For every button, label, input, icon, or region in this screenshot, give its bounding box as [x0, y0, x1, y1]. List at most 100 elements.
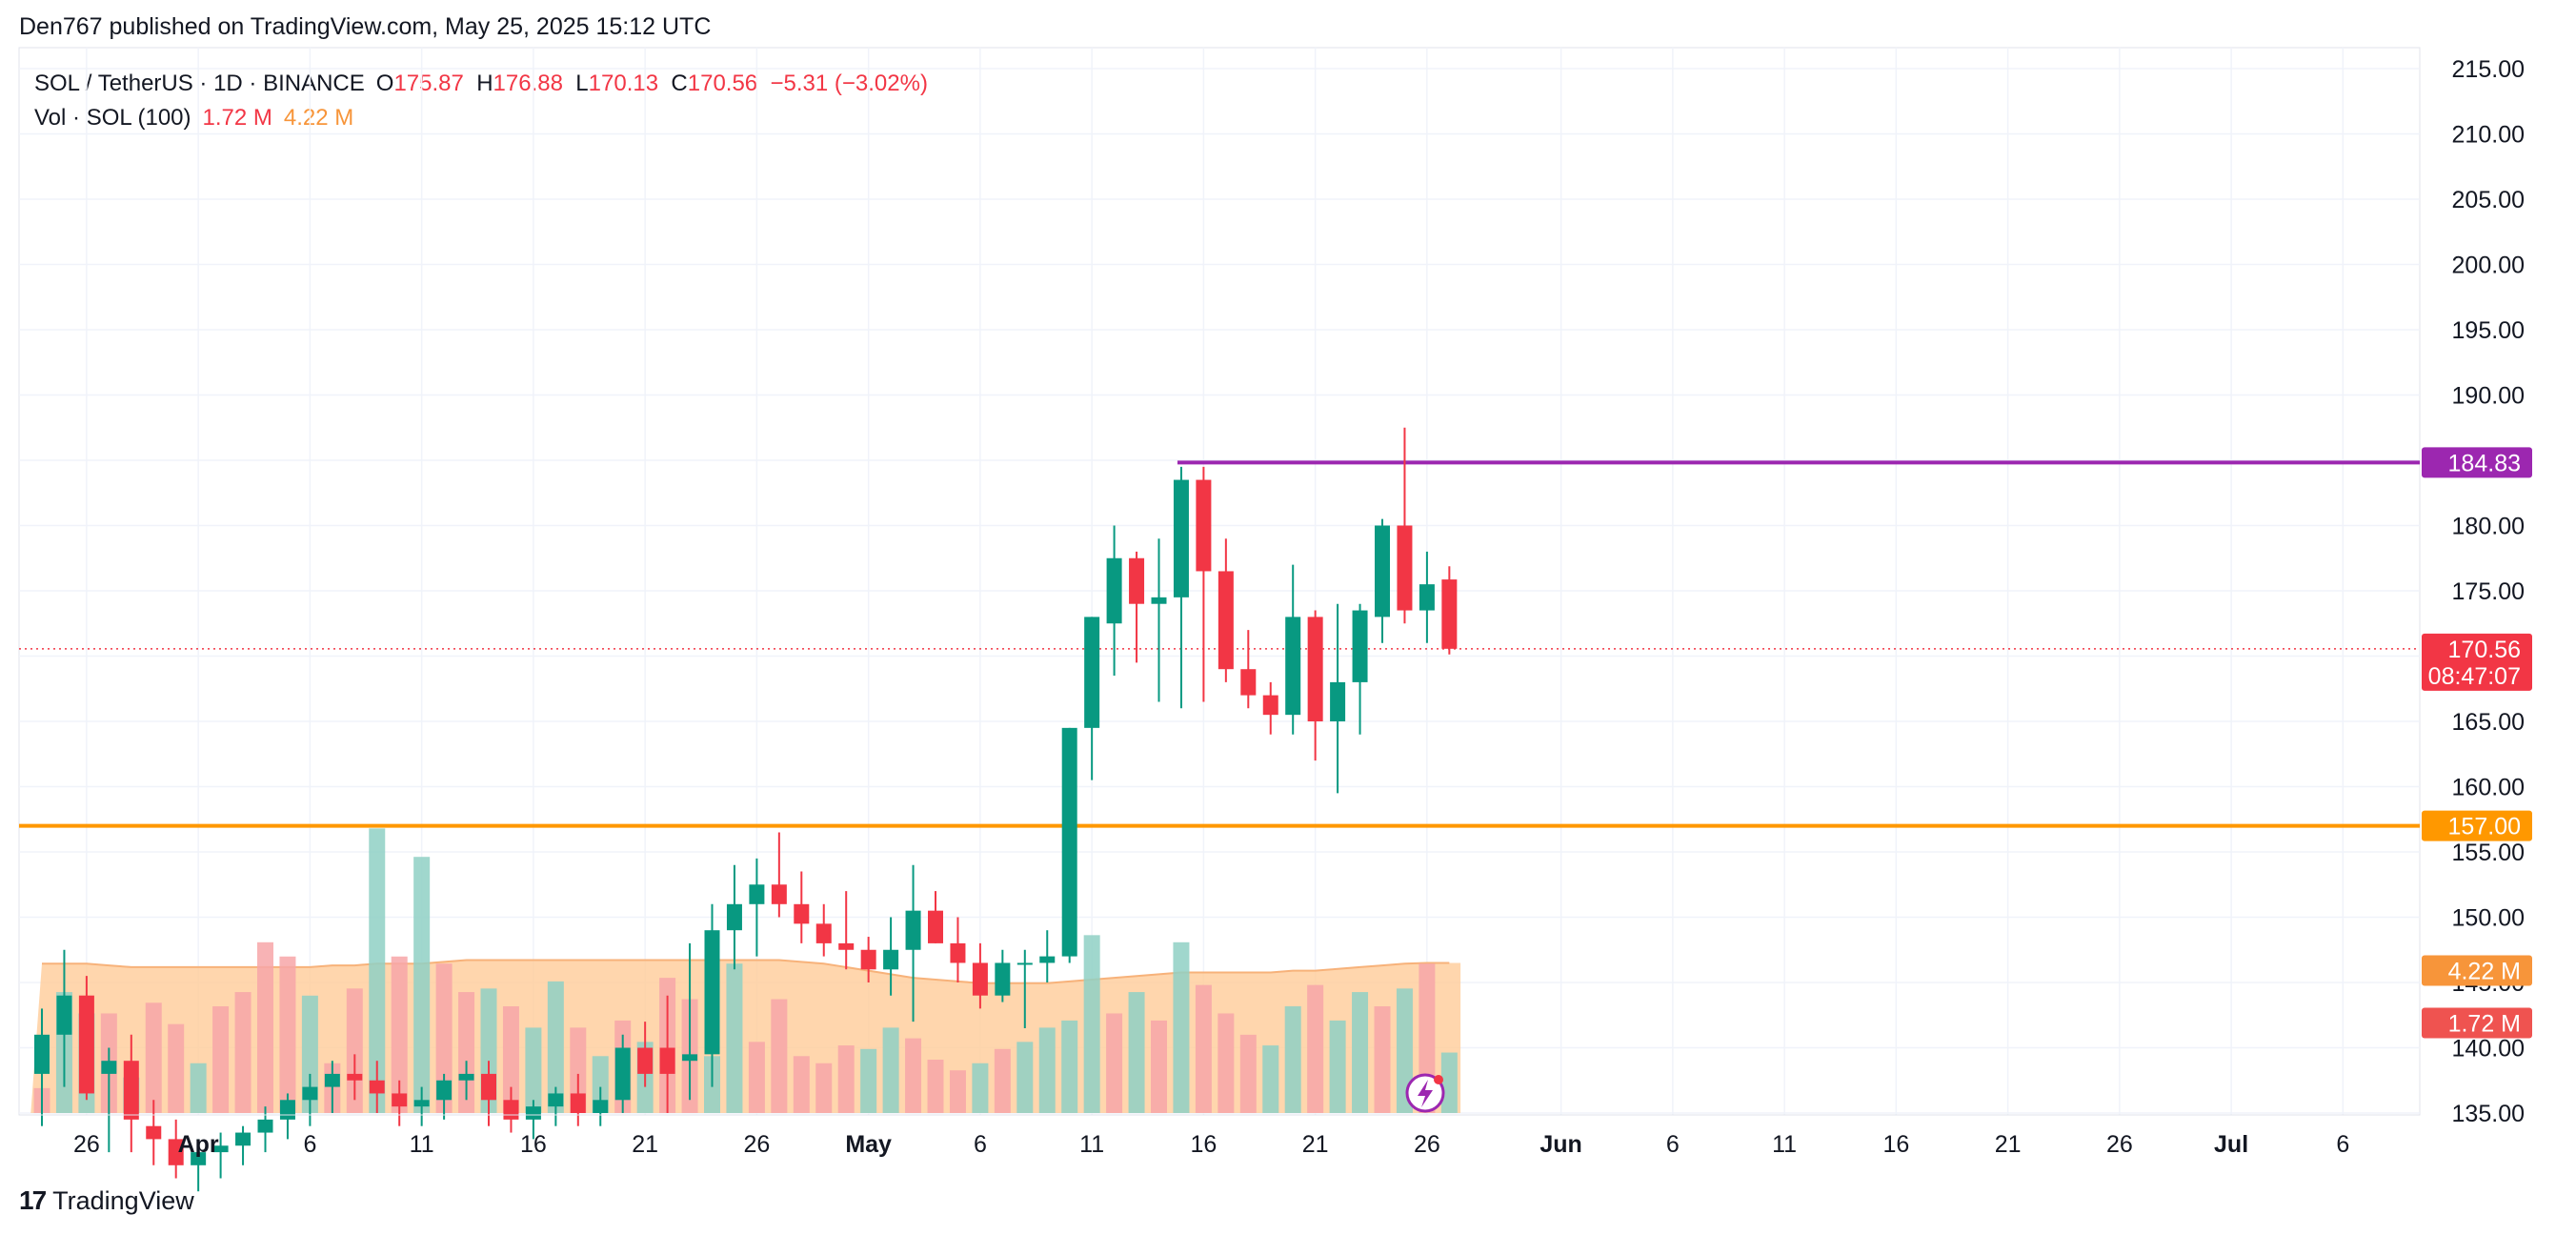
volume-bar [234, 992, 252, 1113]
candle-body [570, 1093, 586, 1113]
x-tick-label: Jun [1540, 1131, 1581, 1158]
volume-bar [815, 1063, 833, 1113]
x-tick-label: 21 [632, 1131, 658, 1158]
candle-body [593, 1100, 609, 1113]
volume-bar [1195, 984, 1212, 1113]
time-axis[interactable]: 26 Apr 6 11 16 21 26 May 6 11 16 21 26 Jun 6 11 16 21 26 Ju… [19, 1114, 2420, 1158]
candle-body [1352, 610, 1368, 682]
volume-bar [1396, 988, 1413, 1113]
legend-vol-label[interactable]: Vol · SOL (100) [34, 105, 191, 131]
candle-body [168, 1139, 184, 1165]
volume-bar [1083, 935, 1100, 1113]
volume-bar [1218, 1013, 1235, 1113]
legend-close: 170.56 [687, 71, 758, 96]
candle-body [972, 962, 988, 996]
candle-body [191, 1152, 207, 1165]
candle-body [78, 995, 94, 1094]
volume-bar [279, 956, 296, 1113]
volume-bar [525, 1027, 542, 1113]
candle-body [369, 1080, 385, 1094]
y-tick-label: 165.00 [2452, 709, 2525, 736]
volume-bar [1038, 1027, 1056, 1113]
volume-ma-line [42, 959, 1450, 984]
volume-bar [793, 1056, 810, 1113]
candle-body [101, 1061, 117, 1074]
legend-l-label: L [575, 71, 589, 96]
candle-body [995, 962, 1011, 996]
volume-bar [168, 1023, 185, 1113]
candle-body [392, 1093, 408, 1107]
legend-vol-ma: 4.22 M [283, 105, 354, 131]
footer-brand[interactable]: TradingView [52, 1185, 194, 1215]
candle-body [1084, 617, 1100, 728]
x-tick-label: 21 [1995, 1131, 2022, 1158]
candle-body [436, 1080, 453, 1101]
volume-ma-fill [30, 960, 1461, 1113]
legend-c-label: C [671, 71, 688, 96]
legend-volume-row: Vol · SOL (100) 1.72 M 4.22 M [34, 101, 928, 135]
volume-bar [413, 857, 431, 1113]
candle-body [794, 903, 810, 924]
candle-body [928, 910, 943, 943]
volume-bar [1307, 984, 1324, 1113]
volume-bar [1352, 992, 1369, 1113]
volume-bar [1061, 1020, 1078, 1113]
y-tick-label: 215.00 [2452, 56, 2525, 83]
support-label-text: 157.00 [2448, 814, 2521, 840]
candle-body [905, 910, 921, 950]
candle-body [1262, 695, 1278, 716]
x-tick-label: 11 [1079, 1131, 1104, 1158]
volume-bar [1262, 1045, 1279, 1113]
candle-body [1330, 681, 1346, 721]
x-tick-label: 16 [1190, 1131, 1217, 1158]
y-tick-label: 140.00 [2452, 1036, 2525, 1063]
y-tick-label: 200.00 [2452, 253, 2525, 279]
volume-bar [1329, 1020, 1346, 1113]
y-tick-label: 210.00 [2452, 122, 2525, 149]
candle-body [56, 995, 72, 1035]
volume-bar [301, 995, 318, 1113]
candle-body [123, 1061, 139, 1120]
volume-bar [592, 1056, 609, 1113]
volume-bar [212, 1006, 230, 1113]
volume-bar [458, 992, 475, 1113]
legend-vol-value: 1.72 M [202, 105, 272, 131]
vol-last-label-bg [2422, 1007, 2532, 1039]
volume-bar [949, 1070, 966, 1113]
x-tick-label: 16 [520, 1131, 547, 1158]
volume-bar [860, 1048, 877, 1113]
candle-body [146, 1125, 162, 1140]
candle-body [1419, 584, 1435, 611]
candle-body [883, 949, 899, 970]
x-tick-label: 26 [73, 1131, 100, 1158]
volume-bar [1440, 1052, 1458, 1113]
x-tick-label: 26 [1414, 1131, 1440, 1158]
candle-body [1151, 597, 1167, 604]
y-tick-label: 205.00 [2452, 187, 2525, 213]
footer: 17 TradingView [19, 1185, 194, 1216]
candle-body [1106, 557, 1122, 624]
x-tick-label: 26 [743, 1131, 770, 1158]
candle-body [1016, 962, 1033, 965]
candle-body [458, 1073, 474, 1081]
candle-body [257, 1119, 273, 1133]
legend-h-label: H [476, 71, 493, 96]
volume-bar [502, 1006, 519, 1113]
support-label-bg [2422, 810, 2532, 841]
resistance-label-text: 184.83 [2448, 450, 2521, 476]
y-tick-label: 150.00 [2452, 905, 2525, 932]
candle-body [1375, 525, 1390, 618]
candle-body [726, 903, 742, 931]
tradingview-logo-icon[interactable]: 17 [19, 1185, 47, 1215]
candle-body [838, 942, 855, 950]
volume-bar [748, 1042, 765, 1113]
candle-body [1039, 956, 1056, 963]
candle-body [659, 1047, 675, 1074]
candle-body [749, 884, 765, 904]
x-tick-label: 6 [1666, 1131, 1680, 1158]
candle-body [704, 930, 720, 1055]
flash-icon[interactable] [1405, 1073, 1445, 1113]
volume-bar [570, 1027, 587, 1113]
